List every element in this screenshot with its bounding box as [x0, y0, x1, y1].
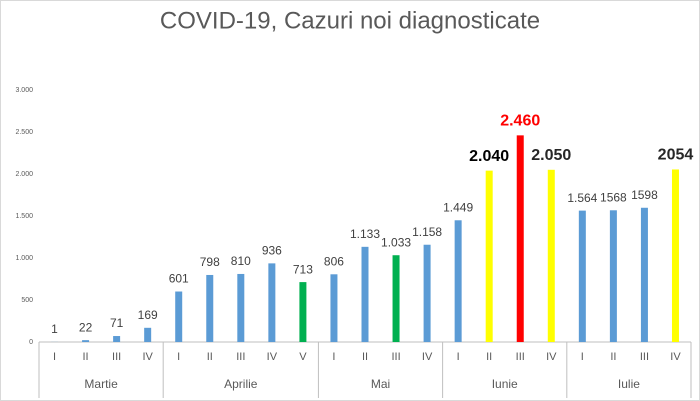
bar [82, 340, 90, 342]
value-label: 169 [138, 308, 158, 322]
value-label: 1.449 [443, 200, 473, 214]
x-tick-label: I [332, 351, 335, 363]
bar [516, 135, 524, 342]
value-label: 2054 [658, 147, 694, 164]
x-tick-label: II [486, 351, 492, 363]
bar [578, 210, 586, 342]
value-label: 22 [79, 320, 93, 334]
x-tick-label: IV [546, 351, 557, 363]
x-tick-label: III [391, 351, 400, 363]
x-tick-label: II [83, 351, 89, 363]
bar [671, 169, 679, 342]
value-label: 2.040 [469, 148, 509, 165]
x-tick-label: II [362, 351, 368, 363]
x-tick-label: III [112, 351, 121, 363]
x-tick-label: III [516, 351, 525, 363]
value-label: 1.033 [381, 235, 411, 249]
value-label: 71 [110, 316, 124, 330]
value-label: 2.050 [531, 147, 571, 164]
value-label: 1.133 [350, 227, 380, 241]
bar [144, 327, 152, 342]
bar [392, 255, 400, 342]
bar [237, 273, 245, 342]
value-label: 1 [51, 322, 58, 336]
x-tick-label: I [177, 351, 180, 363]
x-tick-label: II [610, 351, 616, 363]
group-label: Iulie [618, 377, 640, 391]
value-label: 1598 [631, 188, 658, 202]
value-label: 798 [200, 255, 220, 269]
x-tick-label: III [236, 351, 245, 363]
group-label: Martie [84, 377, 118, 391]
y-tick-label: 2.000 [15, 171, 33, 178]
bar [113, 336, 121, 342]
value-label: 810 [231, 254, 251, 268]
group-label: Mai [371, 377, 390, 391]
value-label: 601 [169, 272, 189, 286]
chart-title: COVID-19, Cazuri noi diagnosticate [160, 7, 540, 34]
bar [547, 169, 555, 342]
x-tick-label: V [299, 351, 307, 363]
value-label: 936 [262, 244, 282, 258]
bar [361, 246, 369, 342]
y-tick-label: 1.000 [15, 255, 33, 262]
bar [454, 220, 462, 342]
value-label: 1.564 [567, 191, 597, 205]
x-tick-label: IV [267, 351, 278, 363]
value-label: 806 [324, 254, 344, 268]
y-tick-label: 1.500 [15, 213, 33, 220]
bar [330, 274, 338, 342]
value-label: 713 [293, 262, 313, 276]
x-tick-label: I [581, 351, 584, 363]
value-label: 2.460 [500, 113, 540, 130]
group-label: Aprilie [224, 377, 258, 391]
y-tick-label: 3.000 [15, 87, 33, 94]
bar [423, 244, 431, 342]
value-label: 1568 [600, 190, 627, 204]
bar [640, 207, 648, 342]
y-tick-label: 0 [29, 339, 33, 346]
bar [485, 170, 493, 342]
group-label: Iunie [492, 377, 518, 391]
x-tick-label: II [207, 351, 213, 363]
bar [299, 282, 307, 342]
bar [175, 291, 183, 342]
y-tick-label: 500 [21, 297, 33, 304]
bar [206, 274, 214, 342]
x-tick-label: I [457, 351, 460, 363]
x-tick-label: IV [142, 351, 153, 363]
value-label: 1.158 [412, 225, 442, 239]
x-tick-label: III [640, 351, 649, 363]
y-tick-label: 2.500 [15, 129, 33, 136]
bar [609, 210, 617, 342]
bar [268, 263, 276, 342]
x-tick-label: IV [422, 351, 433, 363]
x-tick-label: I [53, 351, 56, 363]
x-tick-label: IV [670, 351, 681, 363]
